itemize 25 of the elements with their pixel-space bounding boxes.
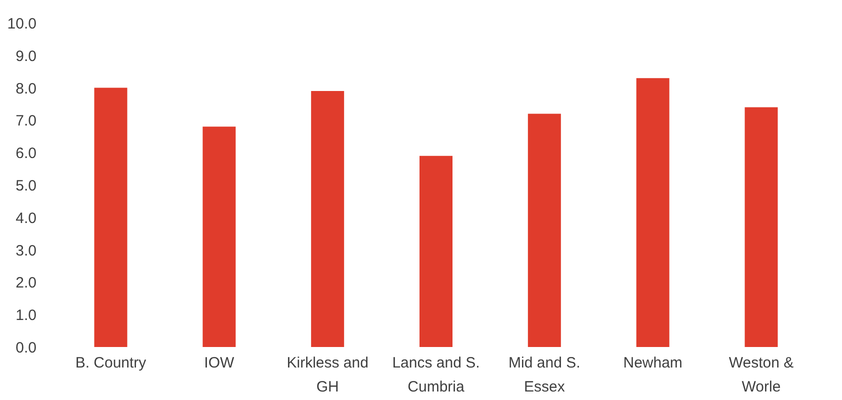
y-tick-label: 9.0 — [16, 48, 36, 65]
y-tick-label: 5.0 — [16, 178, 36, 194]
bar — [202, 126, 236, 347]
bar — [420, 156, 452, 347]
x-tick-label: Weston & Worle — [728, 354, 794, 396]
y-tick-label: 4.0 — [16, 210, 36, 227]
bar — [636, 78, 670, 347]
x-tick-label: Lancs and S. Cumbria — [392, 354, 480, 396]
y-tick-label: 10.0 — [7, 16, 36, 32]
x-tick-label: IOW — [204, 354, 235, 372]
bar — [311, 91, 344, 347]
x-tick-label: Newham — [623, 354, 682, 372]
y-tick-label: 8.0 — [16, 80, 36, 98]
y-tick-label: 7.0 — [16, 112, 36, 130]
x-tick-label: Mid and S. Essex — [508, 354, 580, 396]
x-tick-label: B. Country — [75, 354, 147, 372]
bar — [744, 107, 778, 347]
y-tick-label: 1.0 — [16, 307, 36, 324]
y-tick-label: 2.0 — [16, 274, 36, 292]
y-tick-label: 0.0 — [16, 340, 36, 356]
y-tick-label: 6.0 — [16, 145, 36, 162]
x-tick-label: Kirkless and GH — [286, 354, 368, 396]
y-tick-label: 3.0 — [16, 242, 36, 260]
bar — [528, 114, 561, 347]
bar — [94, 88, 128, 347]
